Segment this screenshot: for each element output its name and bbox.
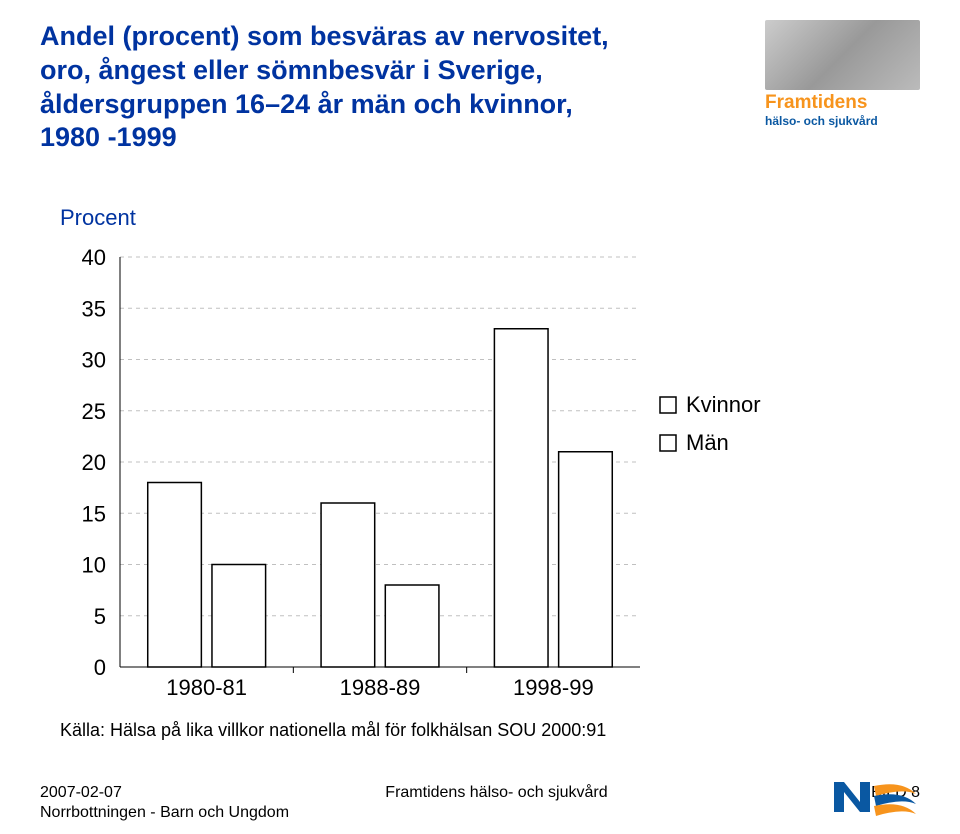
bar-kvinnor-1998-99 [494, 329, 548, 667]
legend-label-kvinnor: Kvinnor [686, 392, 761, 417]
title-line-1: Andel (procent) som besväras av nervosit… [40, 21, 609, 51]
bar-män-1998-99 [559, 452, 613, 667]
y-tick-label: 40 [82, 245, 106, 270]
y-tick-label: 5 [94, 604, 106, 629]
legend-swatch-män [660, 435, 676, 451]
nll-logo-swoosh [874, 784, 916, 816]
y-tick-label: 15 [82, 501, 106, 526]
y-tick-label: 25 [82, 399, 106, 424]
x-tick-label: 1998-99 [513, 675, 594, 700]
footer: 2007-02-07 Framtidens hälso- och sjukvår… [0, 784, 960, 822]
framtidens-logo-sub: hälso- och sjukvård [765, 114, 920, 128]
title-line-2: oro, ångest eller sömnbesvär i Sverige, [40, 55, 543, 85]
slide-title: Andel (procent) som besväras av nervosit… [40, 20, 680, 155]
chart-container: Procent 0 5 10 15 20 25 30 35 40 1980-81 1988-89 19… [60, 205, 900, 717]
y-tick-label: 10 [82, 553, 106, 578]
nll-logo-n [834, 782, 870, 812]
framtidens-logo-title: Framtidens [765, 92, 920, 114]
chart-y-title: Procent [60, 205, 900, 231]
y-tick-label: 30 [82, 348, 106, 373]
y-tick-label: 0 [94, 655, 106, 680]
footer-line2: Norrbottningen - Barn och Ungdom [40, 804, 920, 822]
y-tick-label: 20 [82, 450, 106, 475]
x-tick-label: 1980-81 [166, 675, 247, 700]
y-tick-label: 35 [82, 296, 106, 321]
title-line-3: åldersgruppen 16–24 år män och kvinnor, [40, 89, 573, 119]
footer-center: Framtidens hälso- och sjukvård [385, 784, 607, 802]
x-tick-label: 1988-89 [340, 675, 421, 700]
bar-kvinnor-1980-81 [148, 483, 202, 668]
bar-män-1980-81 [212, 565, 266, 668]
framtidens-logo-image [765, 20, 920, 90]
nll-logo [830, 778, 920, 820]
source-line: Källa: Hälsa på lika villkor nationella … [60, 720, 606, 741]
footer-date: 2007-02-07 [40, 784, 122, 802]
framtidens-logo: Framtidens hälso- och sjukvård [765, 20, 920, 128]
bar-kvinnor-1988-89 [321, 503, 375, 667]
bar-chart: 0 5 10 15 20 25 30 35 40 1980-81 1988-89 1998-99 Kvi… [60, 237, 900, 717]
bar-män-1988-89 [385, 585, 439, 667]
legend-label-män: Män [686, 430, 729, 455]
title-line-4: 1980 -1999 [40, 122, 177, 152]
legend-swatch-kvinnor [660, 397, 676, 413]
